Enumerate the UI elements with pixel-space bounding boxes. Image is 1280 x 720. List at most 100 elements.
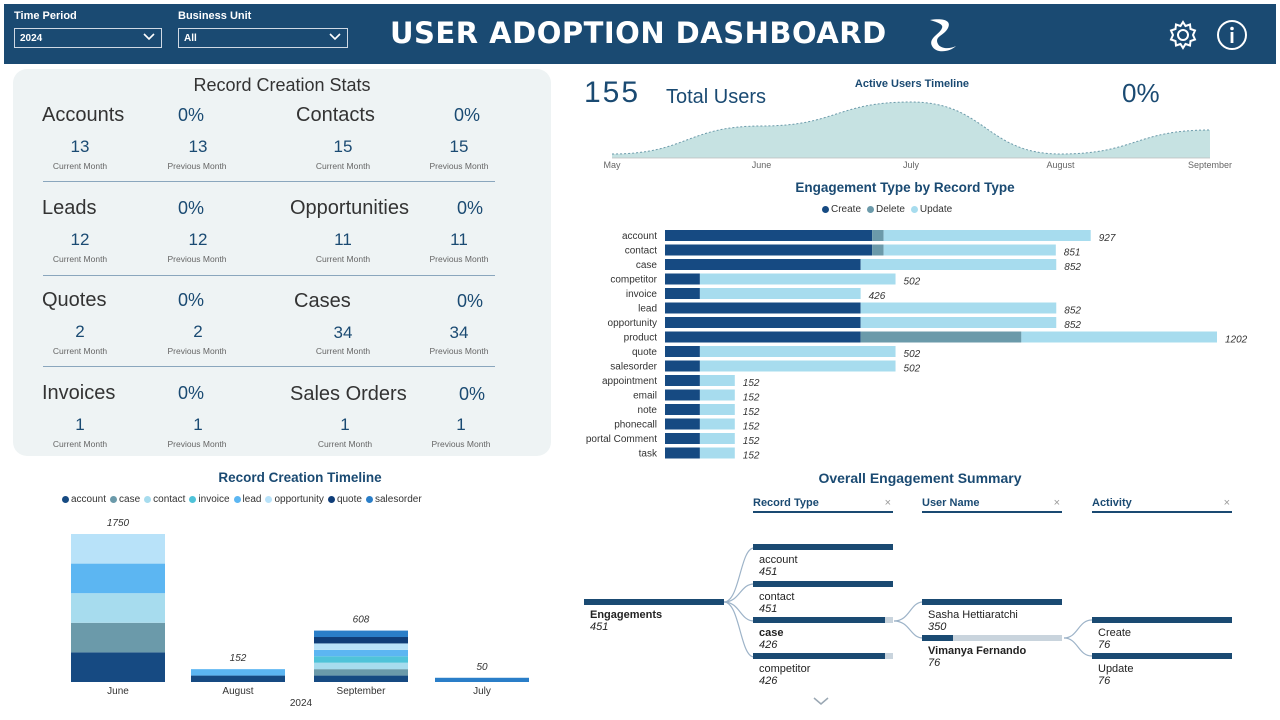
tree-node-account[interactable]: account 451 bbox=[753, 544, 893, 578]
stat-previous: 15 bbox=[449, 137, 469, 156]
tree-node-root[interactable]: Engagements 451 bbox=[584, 599, 724, 633]
bar-segment-lead bbox=[191, 669, 285, 676]
business-unit-dropdown[interactable]: All bbox=[178, 28, 348, 48]
bar-segment-update bbox=[699, 273, 896, 285]
legend-label: lead bbox=[242, 494, 262, 505]
node-name: Vimanya Fernando bbox=[928, 645, 1027, 657]
engagement-type-title: Engagement Type by Record Type bbox=[795, 180, 1015, 195]
bar-segment-update bbox=[1021, 331, 1217, 343]
legend-item[interactable]: lead bbox=[233, 494, 262, 505]
data-label: 927 bbox=[1099, 233, 1116, 244]
engagement-type-chart: account 927 contact 851 case 852 competitor 502… bbox=[586, 230, 1248, 462]
bar-segment-update bbox=[860, 317, 1057, 328]
engagement-legend: Create Delete Update bbox=[822, 204, 952, 215]
legend-label: Delete bbox=[876, 204, 905, 215]
stat-name: Accounts bbox=[42, 104, 125, 126]
legend-item[interactable]: case bbox=[110, 494, 140, 505]
category-label: product bbox=[624, 333, 658, 344]
bar-segment-create bbox=[665, 404, 700, 415]
bar-segment-quote bbox=[314, 637, 408, 644]
legend-item[interactable]: quote bbox=[327, 494, 362, 505]
chevron-down-icon bbox=[329, 33, 341, 41]
total-users-change: 0% bbox=[1122, 78, 1160, 108]
area-fill bbox=[612, 102, 1210, 158]
stat-previous-label: Previous Month bbox=[429, 346, 489, 356]
record-timeline-chart: 1750 June 152 August 608 September 50 July 2024 bbox=[71, 518, 529, 709]
data-label: 852 bbox=[1064, 306, 1081, 317]
data-label: 152 bbox=[230, 653, 247, 664]
close-icon[interactable]: × bbox=[884, 497, 891, 509]
close-icon[interactable]: × bbox=[1223, 497, 1230, 509]
stat-previous: 1 bbox=[456, 415, 466, 434]
legend-item[interactable]: opportunity bbox=[265, 494, 324, 505]
legend-item[interactable]: salesorder bbox=[365, 494, 422, 505]
stat-current-label: Current Month bbox=[52, 254, 108, 264]
legend-item[interactable]: Update bbox=[910, 204, 952, 215]
bar-segment-create bbox=[665, 230, 873, 241]
record-creation-stats-panel: Record Creation Stats Accounts 0% 13 13 … bbox=[13, 69, 551, 456]
tree-node-create[interactable]: Create 76 bbox=[1092, 617, 1232, 651]
scroll-down-chevron-icon[interactable] bbox=[812, 696, 830, 706]
stat-pct: 0% bbox=[459, 384, 486, 404]
stat-current: 34 bbox=[333, 323, 353, 342]
bar-segment-update bbox=[699, 288, 861, 299]
bar-segment-update bbox=[860, 259, 1057, 270]
total-users-value: 155 bbox=[584, 76, 641, 109]
data-label: 1202 bbox=[1225, 335, 1248, 346]
legend-dot bbox=[327, 496, 335, 503]
data-label: 152 bbox=[743, 422, 760, 433]
node-value: 451 bbox=[759, 566, 778, 578]
node-bar bbox=[584, 599, 724, 605]
category-label: portal Comment bbox=[586, 434, 657, 445]
legend-item[interactable]: Create bbox=[822, 204, 861, 215]
node-bar bbox=[1092, 617, 1232, 623]
tree-node-update[interactable]: Update 76 bbox=[1092, 653, 1232, 687]
stat-name: Quotes bbox=[42, 289, 107, 311]
tree-node-vimanya-fernando[interactable]: Vimanya Fernando 76 bbox=[922, 635, 1062, 669]
bar-segment-update bbox=[699, 375, 735, 386]
data-label: 502 bbox=[904, 277, 921, 288]
legend-item[interactable]: account bbox=[62, 494, 106, 505]
tree-node-sasha-hettiaratchi[interactable]: Sasha Hettiaratchi 350 bbox=[922, 599, 1062, 633]
data-label: 426 bbox=[869, 291, 886, 302]
bar-segment-contact bbox=[71, 593, 165, 623]
category-label: salesorder bbox=[610, 362, 657, 373]
legend-item[interactable]: invoice bbox=[189, 494, 230, 505]
close-icon[interactable]: × bbox=[1053, 497, 1060, 509]
legend-label: Create bbox=[831, 204, 862, 215]
record-timeline-legend: account case contact invoice lead opportunity… bbox=[62, 494, 422, 505]
column-header-user-name[interactable]: User Name × bbox=[922, 497, 1062, 513]
x-tick-label: June bbox=[107, 686, 129, 697]
category-label: competitor bbox=[610, 275, 657, 286]
business-unit-value: All bbox=[184, 32, 197, 44]
bar-segment-case bbox=[314, 669, 408, 676]
stat-previous-label: Previous Month bbox=[167, 161, 227, 171]
node-value: 426 bbox=[759, 675, 778, 687]
node-bar bbox=[753, 617, 893, 623]
data-label: 152 bbox=[743, 451, 760, 462]
bar-segment-update bbox=[860, 302, 1057, 314]
stat-current-label: Current Month bbox=[315, 254, 371, 264]
bar-segment-delete bbox=[860, 331, 1022, 343]
legend-item[interactable]: contact bbox=[144, 494, 185, 505]
time-period-dropdown[interactable]: 2024 bbox=[14, 28, 162, 48]
tree-node-case[interactable]: case 426 bbox=[753, 617, 893, 651]
bar-segment-opportunity bbox=[314, 643, 408, 650]
stat-current-label: Current Month bbox=[315, 161, 371, 171]
column-header-activity[interactable]: Activity × bbox=[1092, 497, 1232, 513]
tree-node-contact[interactable]: contact 451 bbox=[753, 581, 893, 615]
info-icon[interactable] bbox=[1215, 18, 1249, 52]
engagement-summary-title: Overall Engagement Summary bbox=[818, 470, 1022, 486]
node-bar-fill bbox=[922, 635, 953, 641]
dashboard-title: USER ADOPTION DASHBOARD bbox=[390, 16, 887, 50]
x-tick-label: May bbox=[603, 160, 621, 170]
column-header-record-type[interactable]: Record Type × bbox=[753, 497, 893, 513]
tree-node-competitor[interactable]: competitor 426 bbox=[753, 653, 893, 687]
legend-dot bbox=[910, 206, 918, 213]
node-bar bbox=[753, 581, 893, 587]
stat-pct: 0% bbox=[178, 105, 205, 125]
stat-previous-label: Previous Month bbox=[431, 439, 491, 449]
legend-item[interactable]: Delete bbox=[867, 204, 905, 215]
node-name: Engagements bbox=[590, 609, 663, 621]
settings-icon[interactable] bbox=[1166, 18, 1200, 52]
